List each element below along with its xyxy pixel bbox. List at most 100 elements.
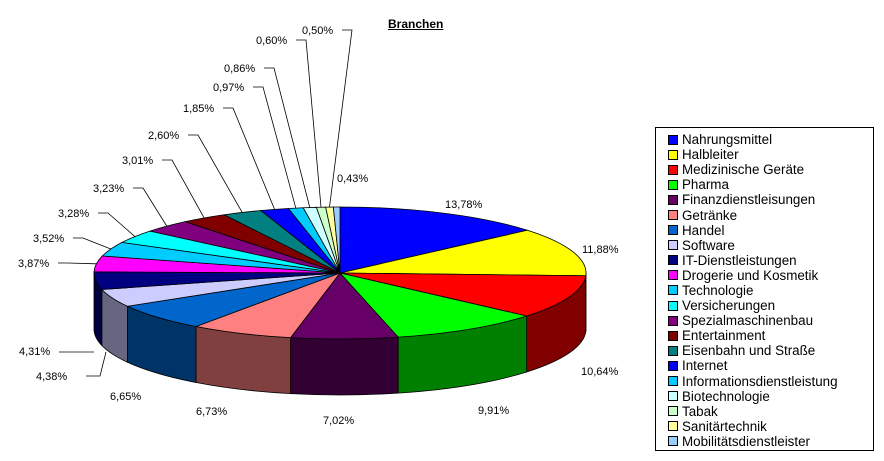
slice-label-18: 0,60% <box>256 35 287 47</box>
legend-swatch <box>668 285 678 296</box>
legend-swatch <box>668 391 678 402</box>
legend-item-2: Medizinische Geräte <box>656 162 873 177</box>
legend-label: Technologie <box>682 282 754 298</box>
leader-line-15 <box>223 107 275 210</box>
legend-item-11: Versicherungen <box>656 298 873 313</box>
legend-swatch <box>668 436 678 447</box>
legend-swatch <box>668 210 678 221</box>
legend-swatch <box>668 406 678 417</box>
slice-label-20: 0,43% <box>337 173 368 185</box>
legend-item-8: IT-Dienstleistungen <box>656 253 873 268</box>
chart-title: Branchen <box>388 17 444 31</box>
legend-label: Eisenbahn und Straße <box>682 343 816 359</box>
legend-label: Tabak <box>682 403 718 419</box>
pie-slice-1 <box>339 229 587 277</box>
legend-swatch <box>668 315 678 326</box>
legend-item-13: Entertainment <box>656 328 873 343</box>
leader-line-18 <box>296 39 322 208</box>
legend-swatch <box>668 421 678 432</box>
legend-swatch <box>668 225 678 236</box>
slice-label-10: 3,52% <box>33 233 64 245</box>
legend-label: Getränke <box>682 207 738 223</box>
legend-item-19: Sanitärtechnik <box>656 419 873 434</box>
legend-item-9: Drogerie und Kosmetik <box>656 268 873 283</box>
pie-slice-2 <box>339 272 587 317</box>
legend-label: Handel <box>682 222 725 238</box>
slice-label-5: 6,73% <box>196 406 227 418</box>
legend-item-18: Tabak <box>656 404 873 419</box>
legend-item-0: Nahrungsmittel <box>656 132 873 147</box>
legend-item-20: Mobilitätsdienstleister <box>656 434 873 449</box>
legend-label: Informationsdienstleistung <box>682 373 838 389</box>
legend-item-16: Informationsdienstleistung <box>656 374 873 389</box>
legend-swatch <box>668 194 678 205</box>
leader-line-12 <box>133 187 168 227</box>
legend-item-1: Halbleiter <box>656 147 873 162</box>
leader-line-11 <box>98 212 136 237</box>
leader-line-9 <box>58 262 97 265</box>
legend-swatch <box>668 360 678 371</box>
legend-item-15: Internet <box>656 358 873 373</box>
legend-swatch <box>668 270 678 281</box>
legend-item-12: Spezialmaschinenbau <box>656 313 873 328</box>
slice-label-14: 2,60% <box>148 130 179 142</box>
pie-slice-20 <box>332 206 341 274</box>
pie-slice-3 <box>338 272 529 338</box>
legend-item-4: Finanzdienstleisungen <box>656 192 873 207</box>
legend-item-10: Technologie <box>656 283 873 298</box>
legend-swatch <box>668 149 678 160</box>
legend-swatch <box>668 255 678 266</box>
leader-line-7 <box>86 351 107 377</box>
legend-label: Medizinische Geräte <box>682 162 805 178</box>
slice-label-8: 4,31% <box>19 346 50 358</box>
legend-item-17: Biotechnologie <box>656 389 873 404</box>
slice-label-3: 9,91% <box>478 405 509 417</box>
legend-swatch <box>668 345 678 356</box>
pie-slices <box>93 206 587 340</box>
leader-line-10 <box>73 237 111 250</box>
slice-label-1: 11,88% <box>582 244 619 256</box>
legend-swatch <box>668 164 678 175</box>
slice-label-17: 0,86% <box>224 63 255 75</box>
legend-label: Mobilitätsdienstleister <box>682 433 811 449</box>
legend-item-3: Pharma <box>656 177 873 192</box>
pie-slice-4 <box>289 272 400 340</box>
leader-line-13 <box>162 159 205 219</box>
legend-label: IT-Dienstleistungen <box>682 252 797 268</box>
legend-item-7: Software <box>656 238 873 253</box>
legend-label: Sanitärtechnik <box>682 418 767 434</box>
slice-label-11: 3,28% <box>58 208 89 220</box>
legend-label: Finanzdienstleisungen <box>682 192 816 208</box>
leader-line-19 <box>329 29 353 208</box>
legend-label: Drogerie und Kosmetik <box>682 267 819 283</box>
legend-swatch <box>668 300 678 311</box>
legend-label: Spezialmaschinenbau <box>682 313 814 329</box>
legend-label: Halbleiter <box>682 147 739 163</box>
legend-label: Entertainment <box>682 328 766 344</box>
pie-side-4 <box>290 336 399 396</box>
pie-sides <box>93 272 587 396</box>
legend: Nahrungsmittel Halbleiter Medizinische Ger… <box>655 127 874 451</box>
legend-label: Versicherungen <box>682 298 776 314</box>
legend-label: Software <box>682 237 735 253</box>
legend-swatch <box>668 240 678 251</box>
slice-label-4: 7,02% <box>323 415 354 427</box>
legend-label: Nahrungsmittel <box>682 132 773 148</box>
legend-label: Pharma <box>682 177 729 193</box>
slice-label-9: 3,87% <box>18 258 49 270</box>
legend-item-5: Getränke <box>656 207 873 223</box>
pie-slice-0 <box>339 206 529 274</box>
leader-line-16 <box>253 86 297 209</box>
slice-label-15: 1,85% <box>183 103 214 115</box>
legend-item-14: Eisenbahn und Straße <box>656 343 873 358</box>
leader-line-14 <box>188 134 243 213</box>
slice-label-19: 0,50% <box>302 25 333 37</box>
slice-label-13: 3,01% <box>122 155 153 167</box>
slice-label-12: 3,23% <box>93 183 124 195</box>
slice-label-7: 4,38% <box>36 371 67 383</box>
slice-label-6: 6,65% <box>110 391 141 403</box>
legend-label: Internet <box>682 358 728 374</box>
legend-swatch <box>668 330 678 341</box>
